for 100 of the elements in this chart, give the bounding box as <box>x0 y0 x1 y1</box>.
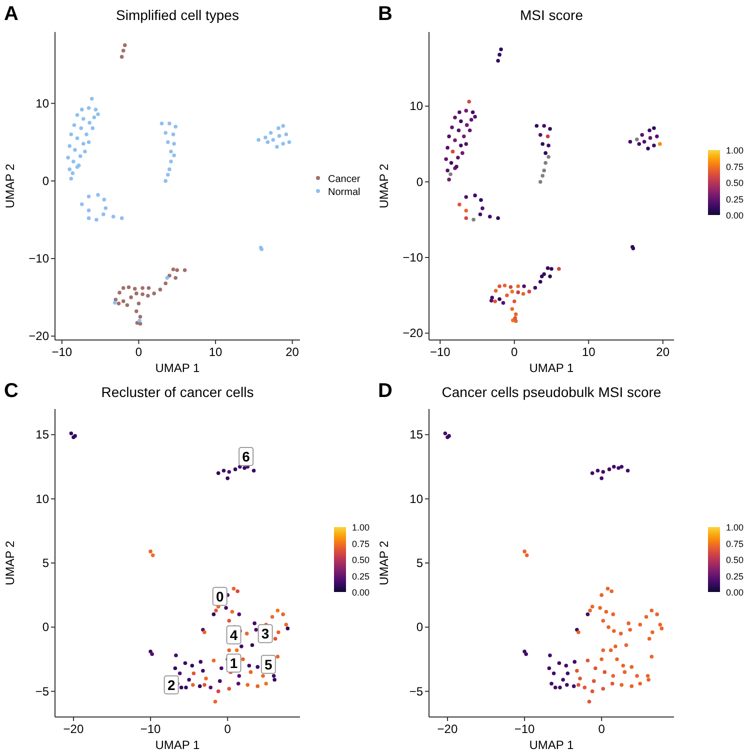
annotation: 5 <box>264 656 273 672</box>
text: A <box>4 3 18 25</box>
annotation: 3 <box>261 626 270 642</box>
y-tick-label: 0 <box>42 620 50 634</box>
point <box>174 276 178 280</box>
point <box>146 294 150 298</box>
x-tick-label: 0 <box>224 722 232 736</box>
color-bar-label: 0.75 <box>352 538 370 549</box>
point <box>116 302 121 306</box>
color-bar-label: 0.25 <box>726 194 744 204</box>
y-tick-label: 10 <box>36 96 50 110</box>
y-tick-label: −5 <box>409 684 424 698</box>
y-tick-label: −10 <box>402 250 424 265</box>
point <box>120 54 124 59</box>
point <box>121 48 126 53</box>
y-tick-label: −20 <box>28 329 50 344</box>
x-tick-label: −10 <box>514 722 536 736</box>
text: B <box>378 3 392 25</box>
y-tick-label: 15 <box>410 428 424 442</box>
y-tick-label: −20 <box>402 326 424 340</box>
annotation: 0 <box>216 588 224 604</box>
point <box>175 268 180 272</box>
point <box>134 309 138 314</box>
x-tick-label: 0 <box>511 345 518 359</box>
color-bar-label: 0.75 <box>726 162 744 172</box>
y-tick-label: 5 <box>416 556 424 570</box>
chart-title: Recluster of cancer cells <box>101 384 254 400</box>
x-tick-label: −10 <box>52 345 72 359</box>
point <box>125 303 130 307</box>
point <box>140 286 144 290</box>
point <box>132 286 137 291</box>
annotation: 1 <box>230 655 238 672</box>
annotation: 2 <box>167 676 176 693</box>
y-axis-title: UMAP 2 <box>377 540 391 586</box>
annotation: 6 <box>242 448 250 464</box>
x-tick-label: −20 <box>437 722 458 736</box>
y-tick-label: 0 <box>42 174 50 188</box>
y-axis-title: UMAP 2 <box>3 540 17 586</box>
color-bar-label: 0.00 <box>726 588 744 598</box>
x-axis-title: UMAP 1 <box>529 361 574 375</box>
point <box>138 314 142 319</box>
point <box>129 295 133 300</box>
x-tick-label: −10 <box>430 345 451 359</box>
point <box>134 292 138 296</box>
chart-title: MSI score <box>520 7 584 23</box>
point <box>121 299 126 304</box>
y-tick-label: 10 <box>410 492 424 506</box>
legend-label: Cancer <box>328 174 361 185</box>
y-axis-title: UMAP 2 <box>377 163 391 208</box>
color-bar-label: 1.00 <box>352 522 370 532</box>
x-tick-label: 20 <box>656 345 670 359</box>
point <box>121 286 126 290</box>
legend-label: Normal <box>328 187 360 198</box>
color-bar-label: 0.00 <box>726 210 744 220</box>
color-bar-label: 0.75 <box>726 538 744 549</box>
x-tick-label: 10 <box>582 345 596 359</box>
annotation: 4 <box>230 626 238 643</box>
point <box>140 292 144 296</box>
y-axis-title: UMAP 2 <box>3 163 17 208</box>
y-tick-label: −10 <box>28 252 50 266</box>
point <box>171 268 176 272</box>
color-bar-label: 0.25 <box>726 571 744 582</box>
point <box>136 302 141 306</box>
x-axis-title: UMAP 1 <box>155 738 200 752</box>
chart-title: Cancer cells pseudobulk MSI score <box>442 384 662 400</box>
text: D <box>378 380 392 402</box>
color-bar-label: 0.50 <box>726 178 744 188</box>
color-bar-label: 0.50 <box>726 555 744 565</box>
point <box>114 298 118 302</box>
x-tick-label: −20 <box>63 722 84 736</box>
x-axis-title: UMAP 1 <box>155 361 200 375</box>
y-tick-label: 10 <box>36 492 50 506</box>
point <box>118 290 122 295</box>
x-tick-label: −10 <box>140 722 162 736</box>
y-tick-label: −5 <box>35 684 50 698</box>
x-axis-title: UMAP 1 <box>529 738 574 752</box>
x-tick-label: 10 <box>208 345 223 359</box>
y-tick-label: 0 <box>416 620 424 634</box>
point <box>164 281 168 286</box>
y-tick-label: 15 <box>36 428 50 442</box>
point <box>146 286 151 290</box>
point <box>126 285 131 290</box>
y-tick-label: 10 <box>410 99 424 114</box>
x-tick-label: 20 <box>286 345 300 359</box>
text: C <box>4 380 18 402</box>
point <box>168 274 172 278</box>
y-tick-label: 0 <box>416 174 424 189</box>
color-bar-label: 0.25 <box>352 571 370 582</box>
point <box>138 322 142 326</box>
chart-title: Simplified cell types <box>116 7 239 23</box>
point <box>152 292 156 296</box>
x-tick-label: 0 <box>135 345 142 359</box>
color-bar-label: 0.50 <box>352 555 370 565</box>
y-tick-label: 5 <box>42 556 50 570</box>
color-bar-label: 0.00 <box>352 588 370 598</box>
point <box>182 268 187 272</box>
point <box>158 288 162 292</box>
color-bar-label: 1.00 <box>726 522 744 532</box>
x-tick-label: 0 <box>598 722 606 736</box>
color-bar-label: 1.00 <box>726 146 744 156</box>
